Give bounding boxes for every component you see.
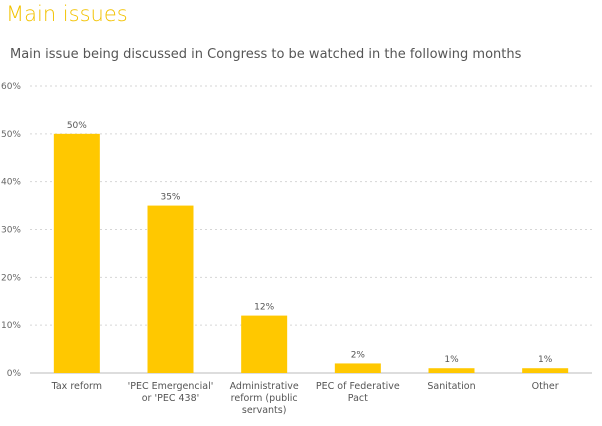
data-label: 35% bbox=[160, 193, 180, 203]
bar bbox=[241, 315, 288, 373]
data-label: 12% bbox=[254, 303, 274, 313]
bar bbox=[334, 363, 381, 373]
x-tick-label: Tax reform bbox=[51, 381, 102, 392]
y-tick-label: 40% bbox=[1, 178, 21, 188]
chart-subtitle: Main issue being discussed in Congress t… bbox=[10, 47, 522, 62]
x-tick-label: Administrative reform (public servants) bbox=[230, 381, 299, 416]
y-tick-label: 0% bbox=[7, 369, 22, 379]
data-label: 1% bbox=[444, 355, 459, 365]
data-label: 50% bbox=[67, 121, 87, 131]
data-label: 2% bbox=[351, 350, 366, 360]
bar bbox=[428, 368, 475, 373]
y-tick-label: 60% bbox=[1, 82, 21, 92]
y-tick-label: 20% bbox=[1, 273, 21, 283]
chart-title: Main issues bbox=[6, 2, 128, 26]
x-tick-label: 'PEC Emergencial' or 'PEC 438' bbox=[128, 381, 214, 404]
data-label: 1% bbox=[538, 355, 553, 365]
bar bbox=[53, 133, 100, 373]
x-tick-label: Other bbox=[532, 381, 559, 392]
y-tick-label: 50% bbox=[1, 130, 21, 140]
bar bbox=[147, 205, 194, 373]
y-tick-label: 30% bbox=[1, 226, 21, 236]
x-tick-label: Sanitation bbox=[427, 381, 475, 392]
x-tick-label: PEC of Federative Pact bbox=[316, 381, 400, 404]
bar bbox=[522, 368, 569, 373]
y-tick-label: 10% bbox=[1, 321, 21, 331]
